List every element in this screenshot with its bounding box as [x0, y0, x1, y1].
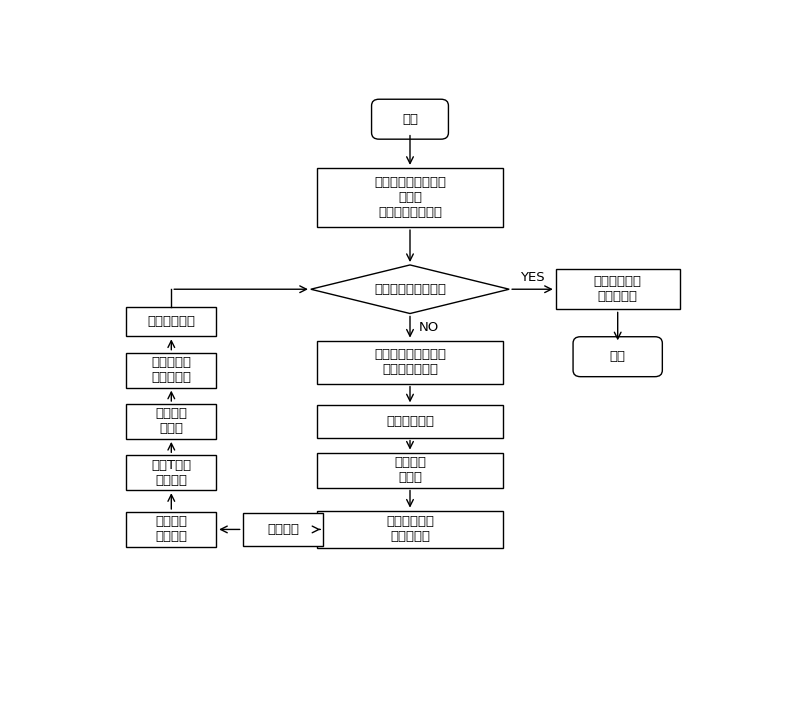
- FancyBboxPatch shape: [126, 353, 216, 388]
- FancyBboxPatch shape: [317, 453, 503, 488]
- Text: 关闭功率
放大器: 关闭功率 放大器: [155, 407, 187, 435]
- Text: 将待测天线对应的多
路选择开关打开: 将待测天线对应的多 路选择开关打开: [374, 348, 446, 376]
- FancyBboxPatch shape: [317, 341, 503, 383]
- Text: 开始: 开始: [402, 113, 418, 125]
- FancyBboxPatch shape: [317, 168, 503, 227]
- FancyBboxPatch shape: [573, 336, 662, 376]
- Text: 读取配置参数和天线
总数；
构建待测天线队列: 读取配置参数和天线 总数； 构建待测天线队列: [374, 176, 446, 219]
- FancyBboxPatch shape: [126, 512, 216, 547]
- Text: 结束: 结束: [610, 350, 626, 363]
- FancyBboxPatch shape: [126, 307, 216, 336]
- Text: 启动采样: 启动采样: [267, 523, 299, 536]
- Text: NO: NO: [418, 320, 438, 334]
- FancyBboxPatch shape: [556, 269, 680, 309]
- Text: 延时T秒后
结束采样: 延时T秒后 结束采样: [151, 458, 191, 486]
- Text: 等待功率放大
器输出稳定: 等待功率放大 器输出稳定: [386, 515, 434, 543]
- Text: 发送一段
定长编码: 发送一段 定长编码: [155, 515, 187, 543]
- FancyBboxPatch shape: [317, 405, 503, 437]
- FancyBboxPatch shape: [371, 100, 449, 139]
- Text: 检测结果发送
到上端软件: 检测结果发送 到上端软件: [594, 275, 642, 304]
- Text: YES: YES: [520, 271, 545, 284]
- Text: 打开功率
放大器: 打开功率 放大器: [394, 456, 426, 484]
- FancyBboxPatch shape: [126, 455, 216, 490]
- Text: 对采集的数
据进行处理: 对采集的数 据进行处理: [151, 356, 191, 384]
- Text: 保存检测结果: 保存检测结果: [147, 315, 195, 328]
- FancyBboxPatch shape: [126, 404, 216, 439]
- FancyBboxPatch shape: [317, 510, 503, 548]
- Text: 待测天线队列为空？: 待测天线队列为空？: [374, 283, 446, 296]
- Polygon shape: [310, 265, 510, 313]
- Text: 设定载波频率: 设定载波频率: [386, 415, 434, 428]
- FancyBboxPatch shape: [242, 513, 323, 545]
